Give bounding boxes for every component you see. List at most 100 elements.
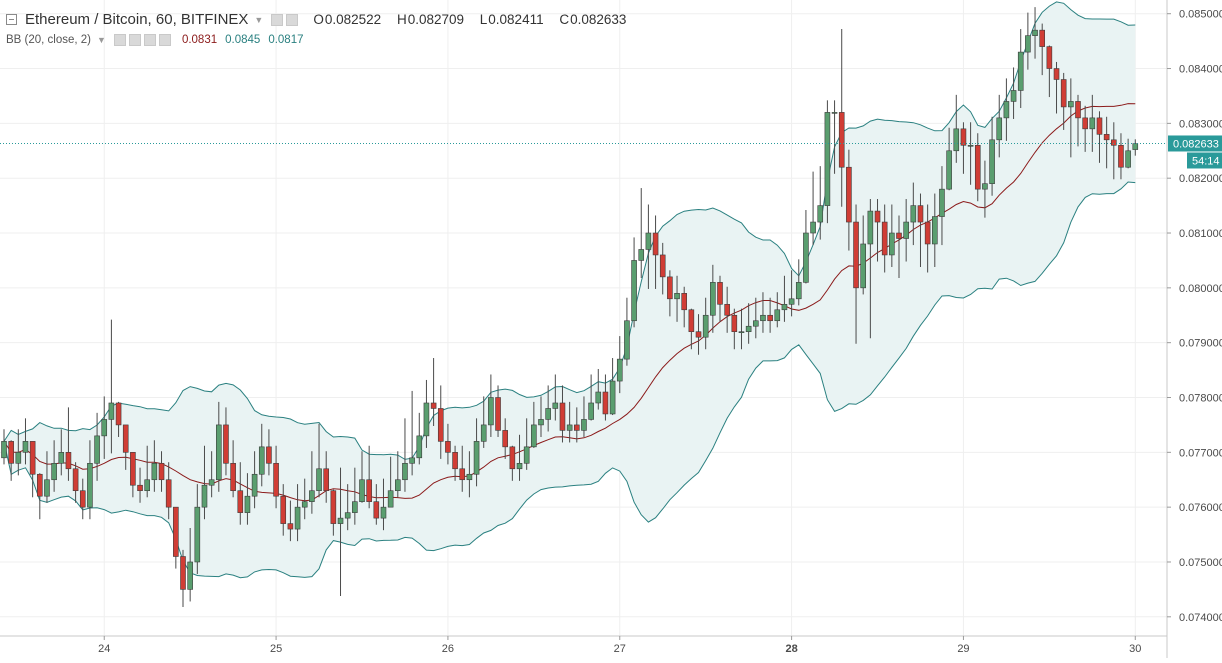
candle[interactable] [910, 182, 917, 246]
candle[interactable] [960, 122, 967, 174]
candle[interactable] [316, 423, 322, 498]
candle[interactable] [430, 358, 437, 427]
candle[interactable] [602, 374, 609, 421]
candle[interactable] [495, 385, 501, 437]
candle[interactable] [1082, 105, 1088, 152]
candle[interactable] [402, 418, 408, 492]
symbol-title[interactable]: Ethereum / Bitcoin, 60, BITFINEX [25, 11, 249, 28]
candle[interactable] [795, 259, 802, 306]
candle[interactable] [688, 308, 695, 350]
candle[interactable] [1111, 122, 1117, 180]
candle[interactable] [509, 445, 516, 481]
candle[interactable] [373, 484, 380, 525]
candle[interactable] [738, 308, 745, 350]
candle[interactable] [917, 193, 924, 268]
candle[interactable] [380, 478, 387, 531]
candle[interactable] [72, 462, 79, 503]
candle[interactable] [624, 297, 630, 366]
candle[interactable] [437, 385, 444, 459]
candle[interactable] [996, 94, 1003, 158]
candle[interactable] [208, 451, 215, 498]
candle[interactable] [273, 445, 279, 509]
candle[interactable] [516, 434, 523, 481]
candle[interactable] [1103, 116, 1110, 169]
candle[interactable] [352, 467, 358, 525]
candle[interactable] [803, 209, 809, 284]
candle[interactable] [1017, 29, 1024, 109]
candle[interactable] [824, 100, 831, 224]
candle[interactable] [15, 429, 22, 476]
candle[interactable] [387, 456, 394, 508]
candle[interactable] [366, 445, 372, 509]
candle[interactable] [115, 401, 122, 437]
candle[interactable] [258, 423, 265, 487]
candle[interactable] [581, 396, 587, 437]
candle[interactable] [681, 286, 688, 328]
candle[interactable] [946, 127, 952, 191]
candle[interactable] [323, 451, 330, 503]
candle[interactable] [122, 424, 129, 470]
candle[interactable] [659, 242, 666, 295]
candle[interactable] [1039, 23, 1045, 76]
candle[interactable] [609, 358, 616, 416]
candle[interactable] [817, 166, 824, 240]
candle[interactable] [459, 445, 466, 492]
candle[interactable] [108, 319, 115, 454]
candle[interactable] [860, 215, 867, 295]
indicator-name[interactable]: BB (20, close, 2) [6, 34, 92, 46]
candle[interactable] [309, 451, 315, 514]
indicator-settings-icon[interactable] [128, 34, 141, 46]
candle[interactable] [223, 407, 229, 476]
candle[interactable] [394, 451, 401, 498]
candle[interactable] [173, 506, 179, 569]
candle[interactable] [480, 396, 487, 448]
candle[interactable] [1010, 67, 1017, 119]
candle[interactable] [989, 116, 995, 196]
candle[interactable] [781, 275, 788, 322]
candle[interactable] [774, 292, 781, 328]
dropdown-caret-icon[interactable]: ▼ [254, 14, 264, 25]
candle[interactable] [330, 489, 337, 536]
candle[interactable] [967, 122, 974, 185]
candle[interactable] [230, 440, 236, 498]
candle[interactable] [674, 275, 680, 322]
candle[interactable] [1032, 7, 1038, 59]
candle[interactable] [531, 401, 537, 448]
candle[interactable] [545, 385, 551, 432]
candle[interactable] [523, 418, 530, 470]
candle[interactable] [445, 423, 451, 465]
candle[interactable] [58, 429, 65, 476]
candle[interactable] [359, 451, 365, 503]
candle[interactable] [810, 171, 816, 246]
candle[interactable] [953, 94, 960, 163]
candle[interactable] [1075, 94, 1081, 147]
indicator-dropdown-caret-icon[interactable]: ▼ [97, 35, 106, 45]
candle[interactable] [194, 484, 201, 575]
candle[interactable] [1068, 78, 1074, 158]
collapse-icon[interactable] [6, 14, 17, 25]
candle[interactable] [702, 297, 709, 350]
candle[interactable] [710, 264, 716, 333]
candle[interactable] [638, 188, 645, 278]
candle[interactable] [244, 473, 251, 525]
candle[interactable] [573, 407, 580, 443]
candle[interactable] [874, 199, 881, 262]
candle[interactable] [502, 418, 509, 459]
candle[interactable] [29, 441, 36, 498]
candle[interactable] [760, 292, 766, 333]
candle[interactable] [94, 412, 100, 481]
candle[interactable] [137, 467, 143, 503]
candle[interactable] [1003, 78, 1010, 141]
candle[interactable] [1025, 12, 1031, 70]
candle[interactable] [1118, 133, 1124, 180]
candle[interactable] [216, 401, 222, 492]
candle[interactable] [903, 199, 909, 262]
candle[interactable] [101, 396, 108, 459]
candle[interactable] [237, 462, 244, 525]
candle[interactable] [251, 451, 258, 509]
candle[interactable] [616, 336, 623, 394]
candle[interactable] [180, 549, 186, 607]
candle[interactable] [287, 500, 294, 542]
candle[interactable] [151, 440, 158, 492]
